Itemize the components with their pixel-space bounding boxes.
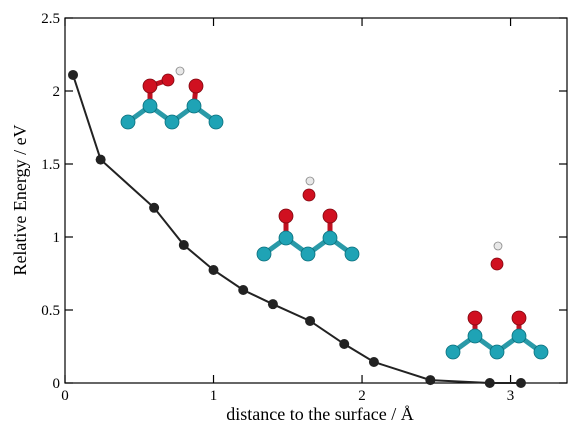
x-tick-label: 3	[507, 388, 515, 404]
x-tick-label: 2	[358, 388, 366, 404]
point	[484, 378, 495, 388]
molecule-3	[445, 241, 549, 360]
point	[339, 339, 350, 350]
point	[208, 264, 219, 275]
point	[425, 375, 436, 386]
y-tick-label: 0.5	[41, 303, 60, 319]
point	[68, 69, 79, 80]
y-tick-label: 0	[53, 376, 61, 392]
point	[95, 154, 106, 165]
molecule-2	[256, 176, 360, 262]
plot-frame	[64, 17, 568, 384]
x-tick-label: 1	[210, 388, 218, 404]
point	[267, 299, 278, 310]
point	[178, 240, 189, 251]
y-tick-label: 1.5	[41, 157, 60, 173]
y-tick-label: 1	[53, 230, 61, 246]
y-tick-label: 2	[53, 84, 61, 100]
molecule-1	[120, 66, 224, 130]
x-axis-label: distance to the surface / Å	[226, 404, 413, 424]
x-tick-label: 0	[61, 388, 69, 404]
point	[368, 356, 379, 367]
y-tick-label: 2.5	[41, 11, 60, 27]
point	[149, 202, 160, 213]
line	[72, 74, 521, 384]
point	[515, 378, 526, 388]
point	[305, 315, 316, 326]
y-axis-label: Relative Energy / eV	[10, 124, 30, 275]
point	[238, 284, 249, 295]
